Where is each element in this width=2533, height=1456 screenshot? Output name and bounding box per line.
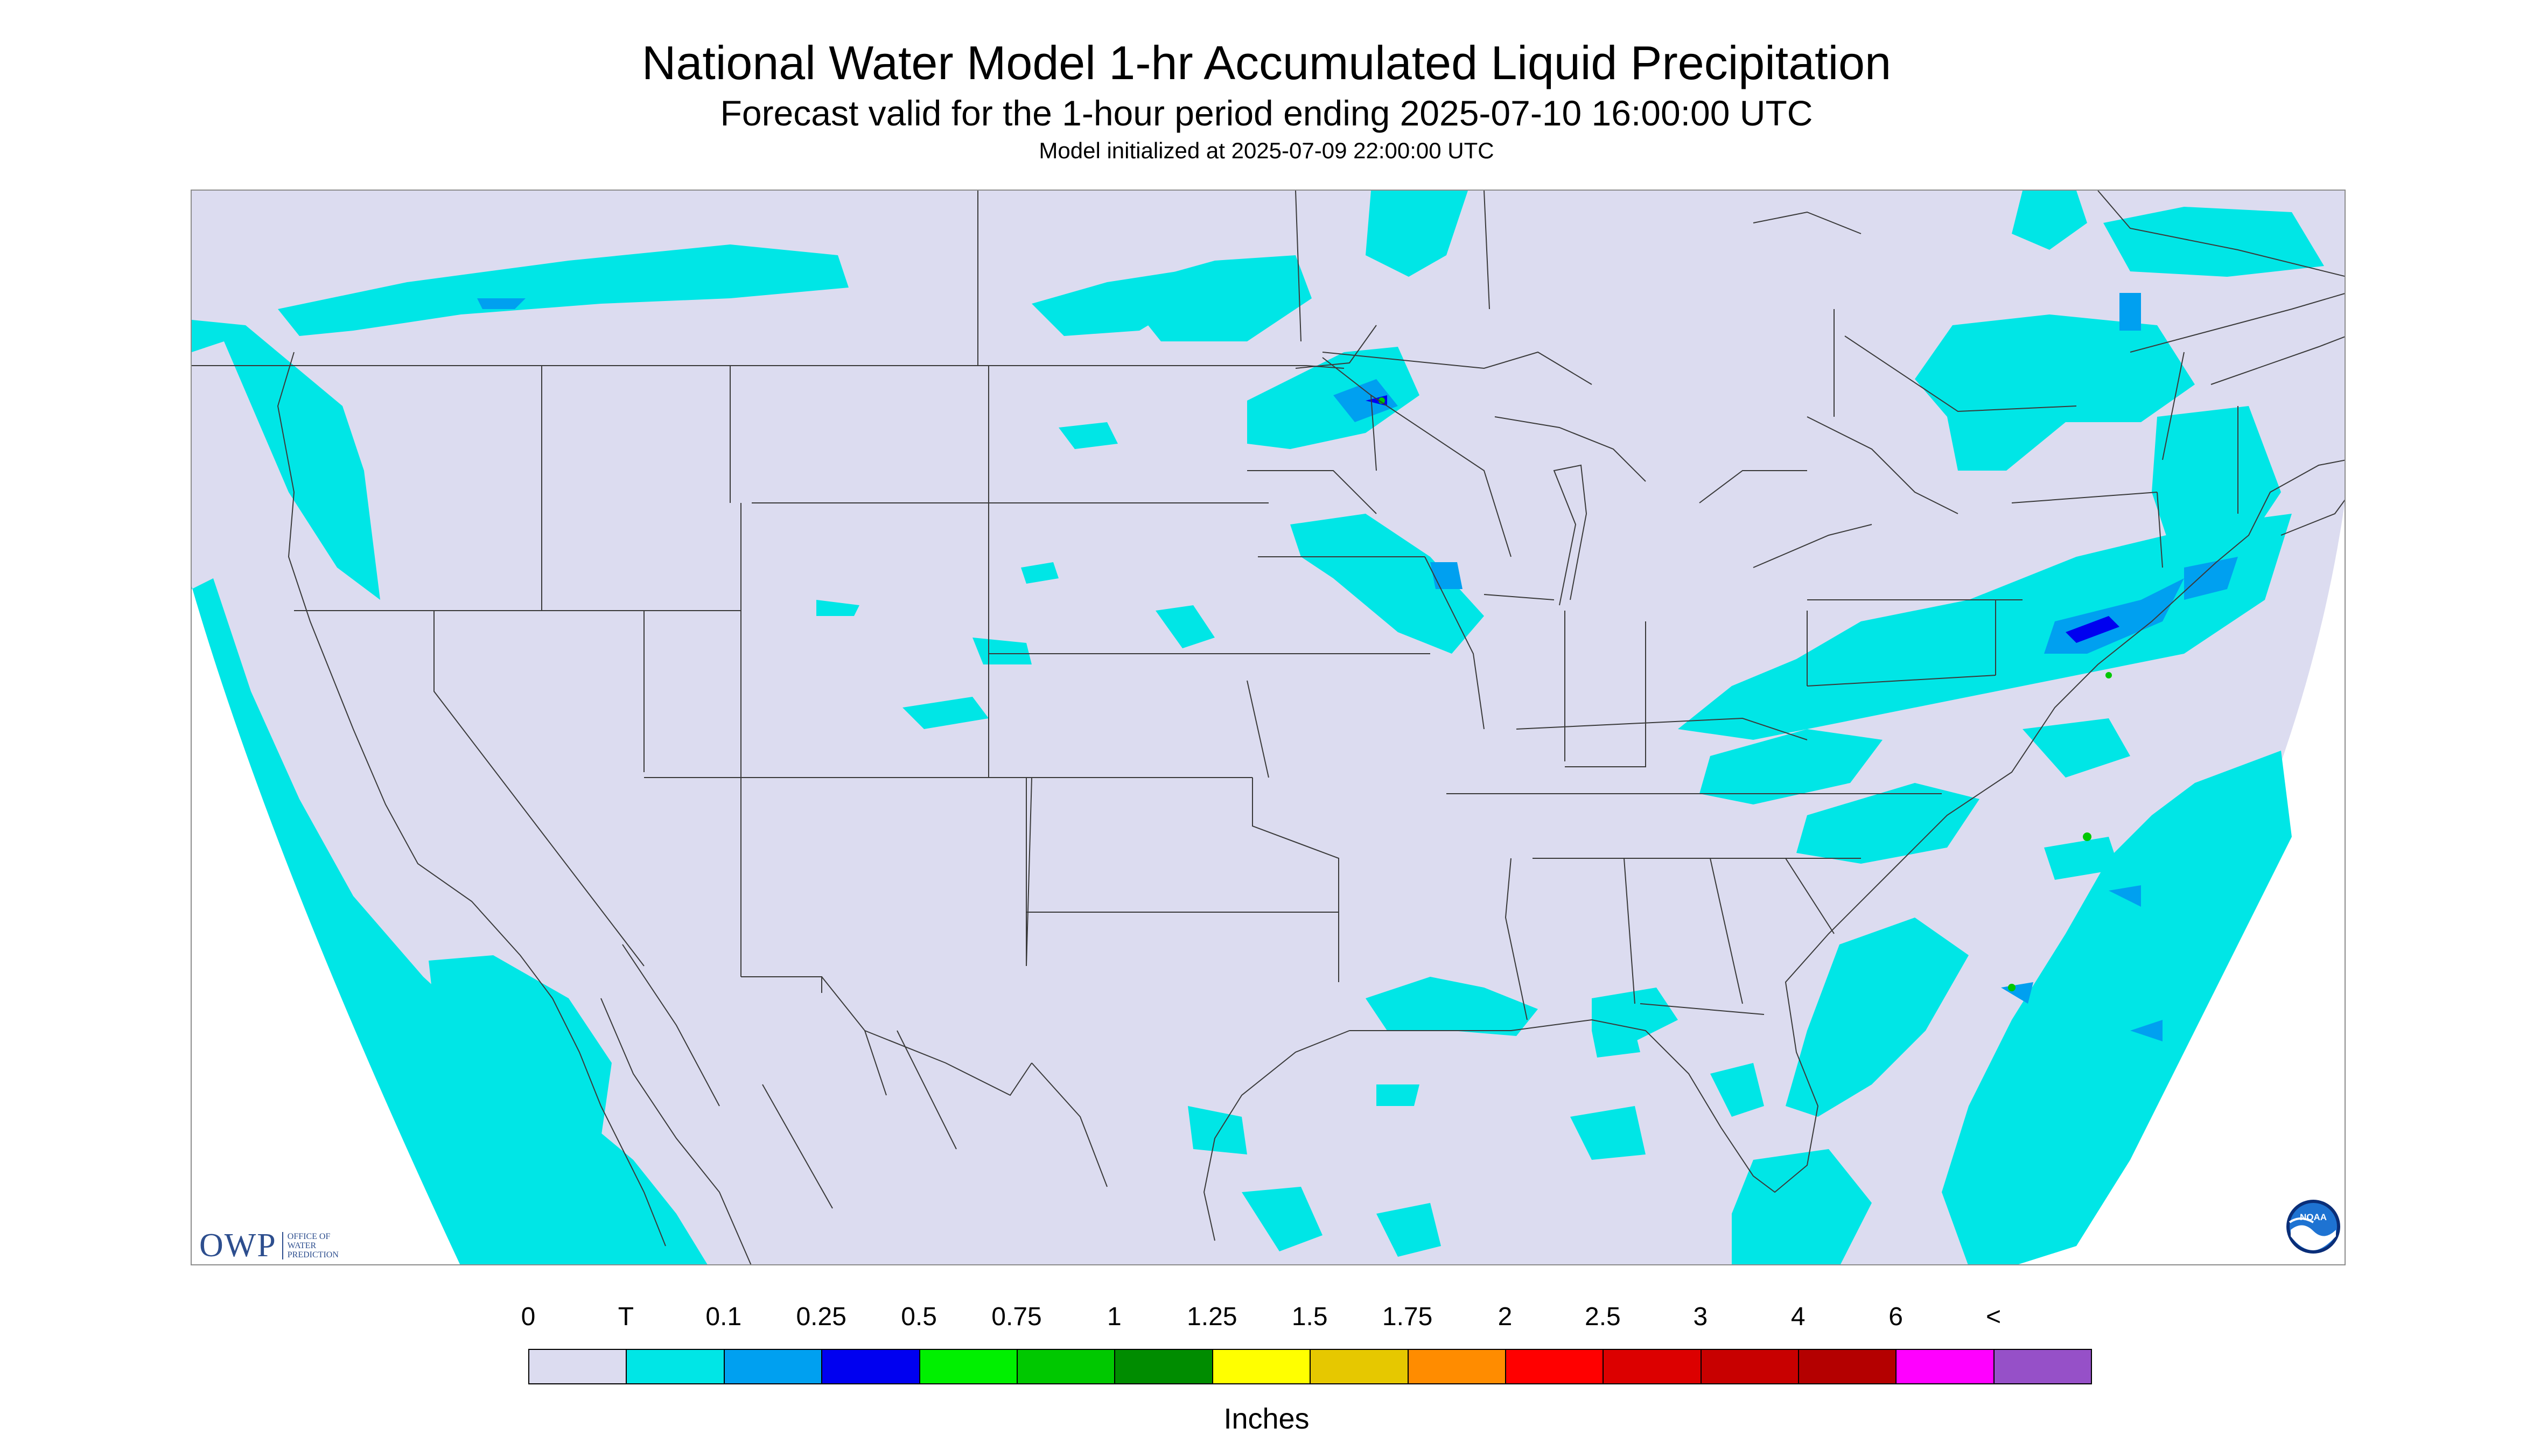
legend-label: 1.25	[1187, 1303, 1237, 1331]
legend-swatch	[528, 1349, 627, 1384]
legend-swatch	[919, 1349, 1018, 1384]
noaa-logo-text: NOAA	[2300, 1212, 2327, 1222]
legend-label: 6	[1888, 1303, 1903, 1331]
legend-label: 4	[1790, 1303, 1806, 1331]
coastlines	[277, 211, 2345, 1264]
legend-label: 1.75	[1382, 1303, 1433, 1331]
legend-swatch	[1212, 1349, 1311, 1384]
legend-label: 2.5	[1585, 1303, 1621, 1331]
legend-label: 2	[1498, 1303, 1513, 1331]
legend-label: T	[618, 1303, 634, 1331]
legend-swatch	[1310, 1349, 1409, 1384]
map-title: National Water Model 1-hr Accumulated Li…	[641, 36, 1892, 89]
legend-swatch	[723, 1349, 823, 1384]
noaa-logo-icon: NOAA	[2286, 1200, 2340, 1254]
forecast-valid-subtitle: Forecast valid for the 1-hour period end…	[720, 93, 1813, 133]
legend-swatch	[1407, 1349, 1506, 1384]
legend-label: 0.25	[796, 1303, 846, 1331]
legend-swatch	[626, 1349, 725, 1384]
precipitation-map[interactable]	[191, 190, 2346, 1265]
legend-label: 0.5	[901, 1303, 937, 1331]
legend-label: 0.1	[705, 1303, 742, 1331]
legend-label: <	[1985, 1303, 2002, 1331]
legend-swatch	[1993, 1349, 2093, 1384]
trace-precipitation-areas	[192, 191, 2324, 1264]
legend-swatch	[821, 1349, 920, 1384]
heavy-precipitation-cells	[1379, 397, 2112, 991]
legend-swatch	[1798, 1349, 1897, 1384]
owp-wordmark: OWP	[199, 1227, 277, 1264]
legend-label: 0	[521, 1303, 536, 1331]
legend-labels: 0 T 0.1 0.25 0.5 0.75 1 1.25 1.5 1.75 2 2.5 3 4 6 <	[0, 1302, 2533, 1340]
legend-label: 3	[1693, 1303, 1708, 1331]
owp-logo: OWP OFFICE OF WATER PREDICTION	[199, 1227, 339, 1265]
owp-office-name: OFFICE OF WATER PREDICTION	[282, 1232, 339, 1259]
legend-swatch	[1016, 1349, 1116, 1384]
state-and-country-borders	[192, 191, 2345, 1209]
legend-swatch	[1700, 1349, 1800, 1384]
precipitation-color-legend	[528, 1349, 2093, 1384]
legend-label: 1	[1107, 1303, 1122, 1331]
legend-swatch	[1895, 1349, 1995, 1384]
legend-label: 1.5	[1291, 1303, 1328, 1331]
legend-label: 0.75	[991, 1303, 1042, 1331]
legend-swatch	[1603, 1349, 1702, 1384]
model-init-time: Model initialized at 2025-07-09 22:00:00…	[1039, 138, 1494, 163]
legend-swatch	[1505, 1349, 1604, 1384]
conus-map-canvas	[192, 191, 2345, 1264]
legend-units-label: Inches	[1223, 1403, 1310, 1435]
legend-swatch	[1114, 1349, 1213, 1384]
